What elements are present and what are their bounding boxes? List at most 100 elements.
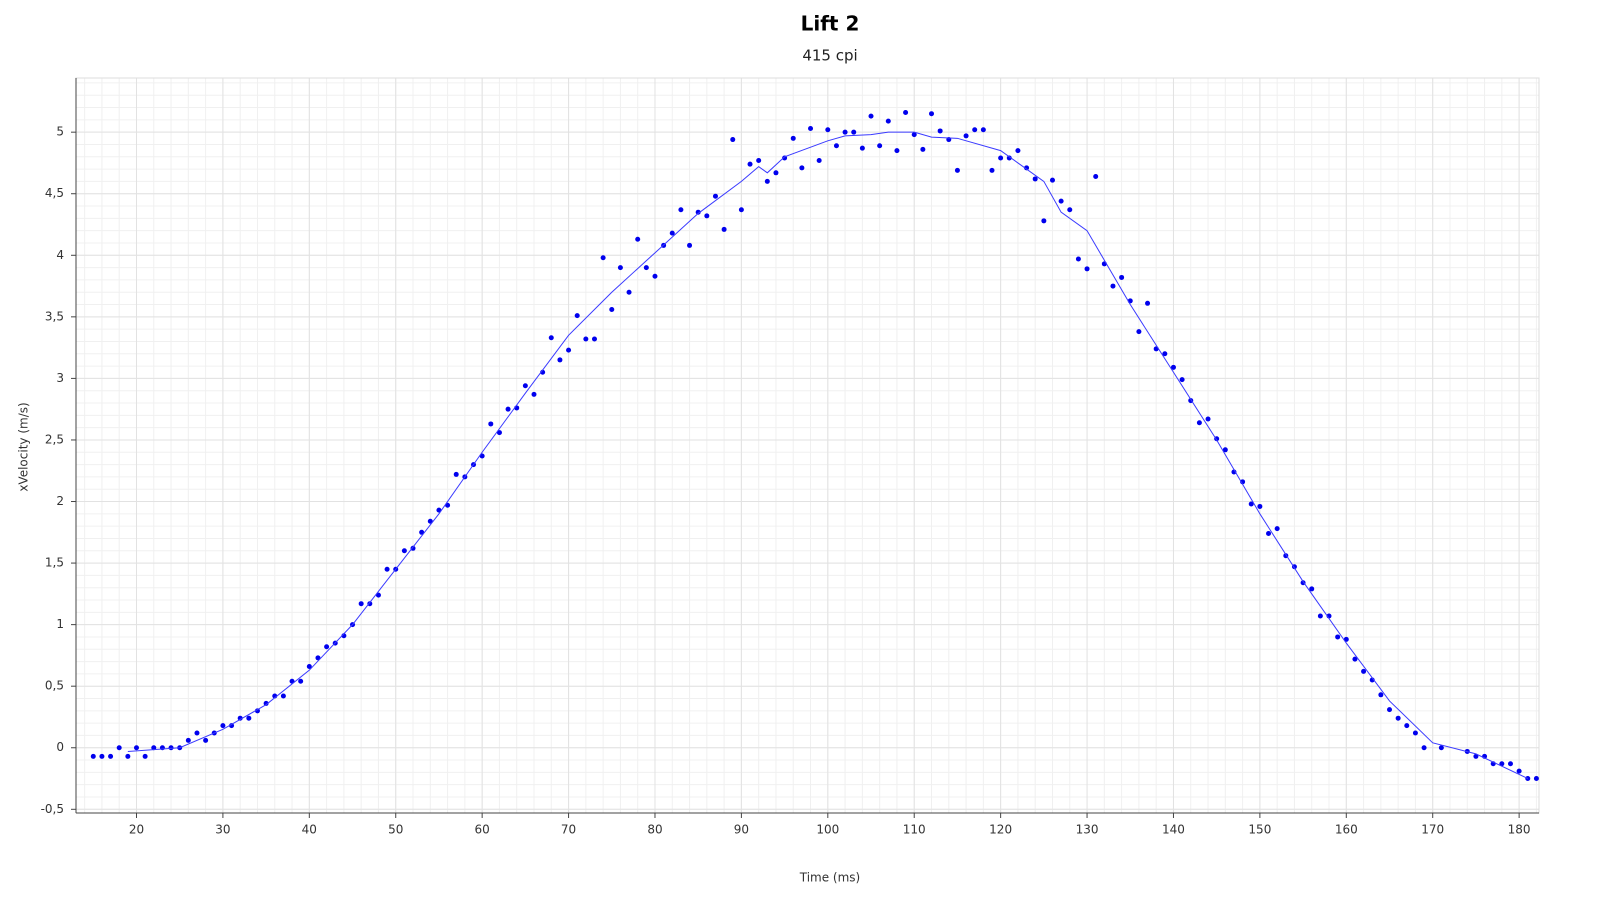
data-point <box>1335 634 1341 640</box>
data-point <box>929 111 935 117</box>
data-point <box>358 601 364 607</box>
data-point <box>419 529 425 535</box>
data-point <box>920 146 926 152</box>
data-point <box>1093 173 1099 179</box>
data-point <box>1248 501 1254 507</box>
data-point <box>609 306 615 312</box>
x-tick-label: 90 <box>734 823 749 837</box>
data-point <box>496 430 502 436</box>
data-point <box>133 745 139 751</box>
data-point <box>246 715 252 721</box>
data-point <box>1084 266 1090 272</box>
data-point <box>410 545 416 551</box>
data-point <box>254 708 260 714</box>
data-point <box>1196 420 1202 426</box>
data-point <box>237 715 243 721</box>
data-point <box>626 289 632 295</box>
data-point <box>903 109 909 115</box>
data-point <box>747 161 753 167</box>
data-point <box>1361 668 1367 674</box>
data-point <box>808 125 814 131</box>
data-point <box>1179 377 1185 383</box>
data-point <box>764 178 770 184</box>
data-point <box>799 165 805 171</box>
data-point <box>324 644 330 650</box>
data-point <box>937 128 943 134</box>
data-point <box>773 170 779 176</box>
data-point <box>1507 761 1513 767</box>
data-point <box>1378 692 1384 698</box>
data-point <box>1006 155 1012 161</box>
data-point <box>453 471 459 477</box>
data-point <box>566 347 572 353</box>
y-tick-label: 0 <box>56 740 64 754</box>
data-point <box>1499 761 1505 767</box>
x-tick-label: 80 <box>647 823 662 837</box>
x-tick-label: 70 <box>561 823 576 837</box>
data-point <box>1067 207 1073 213</box>
data-point <box>1024 165 1030 171</box>
data-point <box>151 745 157 751</box>
data-point <box>401 548 407 554</box>
data-point <box>1438 745 1444 751</box>
x-tick-label: 130 <box>1076 823 1099 837</box>
data-point <box>885 118 891 124</box>
data-point <box>108 753 114 759</box>
data-point <box>1041 218 1047 224</box>
data-point <box>877 143 883 149</box>
data-point <box>1145 300 1151 306</box>
data-point <box>522 383 528 389</box>
data-point <box>980 127 986 133</box>
x-tick-label: 170 <box>1421 823 1444 837</box>
data-point <box>1205 416 1211 422</box>
x-axis-label: Time (ms) <box>799 871 861 885</box>
data-point <box>203 737 209 743</box>
data-point <box>1049 177 1055 183</box>
y-tick-label: 2 <box>56 494 64 508</box>
plot-frame <box>75 77 1540 814</box>
data-point <box>1162 351 1168 357</box>
x-tick-label: 140 <box>1162 823 1185 837</box>
data-point <box>1473 753 1479 759</box>
y-tick-label: 3,5 <box>45 309 64 323</box>
y-tick-label: 0,5 <box>45 679 64 693</box>
data-point <box>1274 526 1280 532</box>
y-tick-label: 2,5 <box>45 432 64 446</box>
data-point <box>652 273 658 279</box>
data-point <box>842 129 848 135</box>
data-point <box>1257 503 1263 509</box>
data-point <box>790 135 796 141</box>
data-point <box>1075 256 1081 262</box>
data-point <box>1119 274 1125 280</box>
data-point <box>557 357 563 363</box>
data-point <box>116 745 122 751</box>
data-point <box>229 723 235 729</box>
data-point <box>125 753 131 759</box>
x-tick-label: 50 <box>388 823 403 837</box>
data-point <box>712 193 718 199</box>
y-tick-label: -0,5 <box>41 802 64 816</box>
data-point <box>868 113 874 119</box>
data-point <box>1309 586 1315 592</box>
data-point <box>1404 723 1410 729</box>
data-point <box>669 230 675 236</box>
x-tick-label: 150 <box>1248 823 1271 837</box>
data-point <box>1412 730 1418 736</box>
data-point <box>375 592 381 598</box>
data-point <box>142 753 148 759</box>
data-point <box>1421 745 1427 751</box>
y-tick-label: 4 <box>56 248 64 262</box>
data-point <box>1110 283 1116 289</box>
data-point <box>859 145 865 151</box>
data-point <box>851 129 857 135</box>
x-tick-label: 60 <box>475 823 490 837</box>
x-tick-label: 40 <box>302 823 317 837</box>
data-point <box>643 265 649 271</box>
data-point <box>894 148 900 154</box>
data-point <box>1266 531 1272 537</box>
data-point <box>298 678 304 684</box>
y-tick-label: 3 <box>56 371 64 385</box>
data-point <box>220 723 226 729</box>
data-point <box>954 167 960 173</box>
